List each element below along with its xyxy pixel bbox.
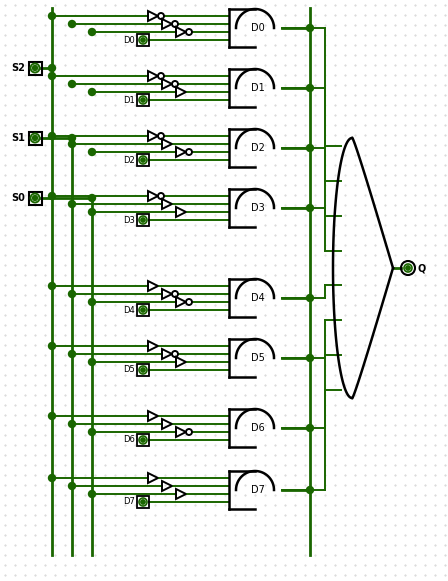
Circle shape [141,158,145,162]
Bar [137,154,149,166]
Circle shape [89,28,95,35]
Circle shape [89,358,95,365]
Text: D3: D3 [123,216,135,224]
Bar [137,94,149,106]
Text: D2: D2 [251,143,265,153]
Text: S0: S0 [12,193,26,203]
Circle shape [69,20,76,27]
Circle shape [141,500,145,504]
Circle shape [69,421,76,428]
Text: D1: D1 [123,95,135,105]
Circle shape [306,295,314,302]
Text: D0: D0 [251,23,265,33]
Bar [137,34,149,46]
Bar [137,304,149,316]
Circle shape [48,343,56,350]
Circle shape [69,482,76,490]
Circle shape [48,73,56,80]
Circle shape [306,205,314,211]
Circle shape [69,81,76,88]
Bar [137,364,149,376]
Circle shape [306,84,314,91]
Bar [29,192,42,205]
Circle shape [48,475,56,482]
Circle shape [141,98,145,102]
Bar [137,434,149,446]
Circle shape [33,195,38,200]
Circle shape [69,200,76,207]
Text: D0: D0 [123,35,135,45]
Circle shape [33,66,38,70]
Circle shape [48,132,56,139]
Text: D5: D5 [251,353,265,363]
Bar [137,214,149,226]
Circle shape [89,299,95,306]
Circle shape [48,282,56,289]
Text: Q: Q [418,263,426,273]
Circle shape [69,350,76,357]
Circle shape [89,88,95,95]
Text: D2: D2 [123,156,135,164]
Text: D6: D6 [251,423,265,433]
Text: S2: S2 [12,63,26,73]
Text: D3: D3 [251,203,265,213]
Circle shape [141,438,145,442]
Circle shape [89,149,95,156]
Circle shape [69,141,76,148]
Circle shape [306,425,314,432]
Circle shape [306,354,314,361]
Circle shape [141,218,145,222]
Circle shape [141,308,145,312]
Text: D1: D1 [251,83,265,93]
Circle shape [306,24,314,31]
Circle shape [141,38,145,42]
Circle shape [406,266,410,270]
Circle shape [89,490,95,497]
Circle shape [89,195,95,202]
Circle shape [48,64,56,71]
Bar [137,496,149,508]
Text: D4: D4 [251,293,265,303]
Circle shape [48,413,56,419]
Circle shape [33,135,38,141]
Text: D4: D4 [123,306,135,314]
Circle shape [89,429,95,436]
Circle shape [89,209,95,216]
Bar [29,131,42,145]
Text: S1: S1 [12,133,26,143]
Bar [29,62,42,74]
Circle shape [141,368,145,372]
Text: D7: D7 [251,485,265,495]
Circle shape [48,13,56,20]
Circle shape [306,486,314,493]
Circle shape [306,145,314,152]
Text: D5: D5 [123,365,135,375]
Circle shape [48,192,56,199]
Circle shape [69,134,76,142]
Text: D7: D7 [123,497,135,507]
Text: D6: D6 [123,436,135,444]
Circle shape [69,290,76,297]
